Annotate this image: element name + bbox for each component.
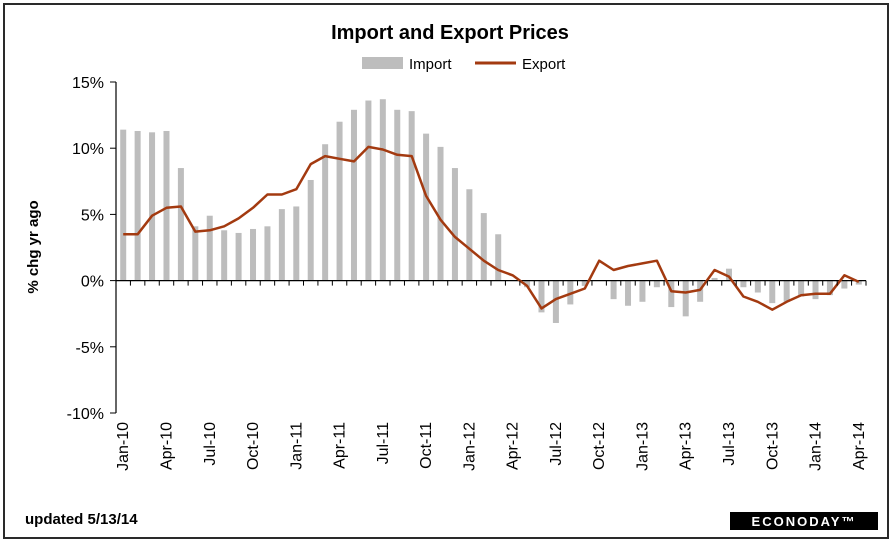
import-bar bbox=[581, 280, 588, 286]
brand-label: ECONODAY™ bbox=[752, 514, 857, 529]
y-axis-label: % chg yr ago bbox=[25, 200, 42, 293]
import-bar bbox=[552, 280, 559, 323]
import-bar bbox=[134, 130, 141, 281]
import-bar bbox=[163, 130, 170, 281]
import-bar bbox=[423, 133, 430, 281]
import-bar bbox=[408, 111, 415, 281]
import-bar bbox=[350, 109, 357, 281]
import-bar bbox=[480, 213, 487, 281]
import-bar bbox=[336, 121, 343, 281]
x-tick-label: Jan-13 bbox=[634, 422, 651, 471]
import-bar bbox=[250, 228, 257, 281]
import-bar bbox=[841, 280, 848, 289]
import-bar bbox=[365, 100, 372, 281]
legend-export-label: Export bbox=[522, 56, 566, 73]
import-bar bbox=[149, 132, 156, 281]
x-tick-label: Jul-11 bbox=[375, 422, 392, 464]
x-tick-label: Apr-11 bbox=[332, 422, 349, 469]
y-tick-label: -10% bbox=[67, 406, 104, 423]
import-bar bbox=[451, 168, 458, 281]
import-bars bbox=[120, 99, 862, 323]
import-bar bbox=[639, 280, 646, 302]
import-bar bbox=[610, 280, 617, 300]
import-bar bbox=[495, 234, 502, 281]
import-bar bbox=[307, 179, 314, 281]
import-bar bbox=[322, 144, 329, 281]
import-bar bbox=[697, 280, 704, 302]
import-bar bbox=[466, 189, 473, 281]
x-tick-label: Jan-14 bbox=[808, 422, 825, 471]
import-bar bbox=[264, 226, 271, 281]
import-bar bbox=[120, 129, 127, 281]
import-bar bbox=[437, 146, 444, 281]
x-tick-label: Jan-11 bbox=[288, 422, 305, 470]
import-bar bbox=[826, 280, 833, 296]
x-tick-label: Jul-10 bbox=[202, 422, 219, 466]
import-bar bbox=[235, 232, 242, 281]
import-bar bbox=[754, 280, 761, 293]
x-tick-label: Oct-13 bbox=[764, 422, 781, 470]
y-tick-label: 5% bbox=[81, 207, 104, 224]
x-tick-label: Jul-12 bbox=[548, 422, 565, 466]
import-bar bbox=[192, 226, 199, 281]
axes bbox=[115, 82, 866, 413]
import-bar bbox=[725, 268, 732, 281]
chart-title: Import and Export Prices bbox=[331, 22, 569, 44]
y-tick-label: 15% bbox=[72, 75, 104, 92]
x-tick-label: Apr-14 bbox=[851, 422, 868, 470]
import-bar bbox=[538, 280, 545, 313]
x-tick-label: Oct-11 bbox=[418, 422, 435, 469]
import-bar bbox=[221, 230, 228, 281]
import-bar bbox=[682, 280, 689, 317]
import-bar bbox=[769, 280, 776, 304]
import-bar bbox=[293, 206, 300, 281]
brand-badge bbox=[730, 512, 878, 530]
import-bar bbox=[625, 280, 632, 306]
import-bar bbox=[177, 168, 184, 281]
y-axis: -10% -5% 0% 5% 10% 15% bbox=[67, 75, 116, 423]
x-axis: Jan-10 Apr-10 Jul-10 Oct-10 Jan-11 Apr-11 Jul-… bbox=[115, 280, 868, 471]
x-tick-label: Oct-10 bbox=[245, 422, 262, 470]
legend-import-label: Import bbox=[409, 56, 452, 73]
updated-note: updated 5/13/14 bbox=[25, 511, 138, 528]
import-bar bbox=[812, 280, 819, 300]
import-bar bbox=[394, 109, 401, 281]
import-bar bbox=[206, 215, 213, 281]
export-line bbox=[123, 145, 860, 311]
x-tick-label: Jan-12 bbox=[461, 422, 478, 471]
import-bar bbox=[740, 280, 747, 288]
x-tick-label: Apr-12 bbox=[505, 422, 522, 470]
x-tick-label: Jul-13 bbox=[721, 422, 738, 466]
import-bar bbox=[855, 280, 862, 285]
x-tick-label: Apr-13 bbox=[678, 422, 695, 470]
x-tick-label: Apr-10 bbox=[158, 422, 175, 470]
import-bar bbox=[783, 280, 790, 302]
legend: Import Export bbox=[362, 56, 566, 73]
import-bar bbox=[653, 280, 660, 288]
x-tick-label: Jan-10 bbox=[115, 422, 132, 471]
import-bar bbox=[524, 280, 531, 288]
legend-import-swatch bbox=[362, 57, 403, 69]
import-bar bbox=[668, 280, 675, 308]
import-bar bbox=[379, 99, 386, 281]
import-bar bbox=[278, 209, 285, 281]
import-bar bbox=[711, 277, 718, 281]
import-bar bbox=[798, 280, 805, 297]
y-tick-label: 10% bbox=[72, 141, 104, 158]
x-tick-label: Oct-12 bbox=[591, 422, 608, 470]
y-tick-label: -5% bbox=[76, 340, 104, 357]
export-line-group bbox=[123, 145, 860, 311]
y-tick-label: 0% bbox=[81, 274, 104, 291]
